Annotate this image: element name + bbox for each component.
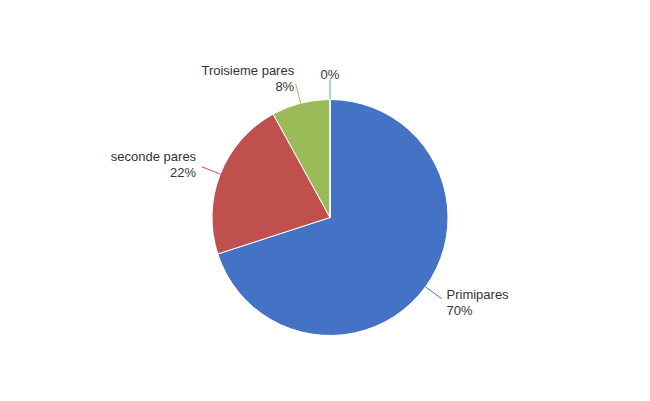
svg-text:seconde pares22%: seconde pares22% xyxy=(111,149,197,180)
svg-text:0%: 0% xyxy=(321,66,340,81)
svg-text:Primipares70%: Primipares70% xyxy=(447,287,510,318)
svg-text:Troisieme pares8%: Troisieme pares8% xyxy=(201,63,294,94)
